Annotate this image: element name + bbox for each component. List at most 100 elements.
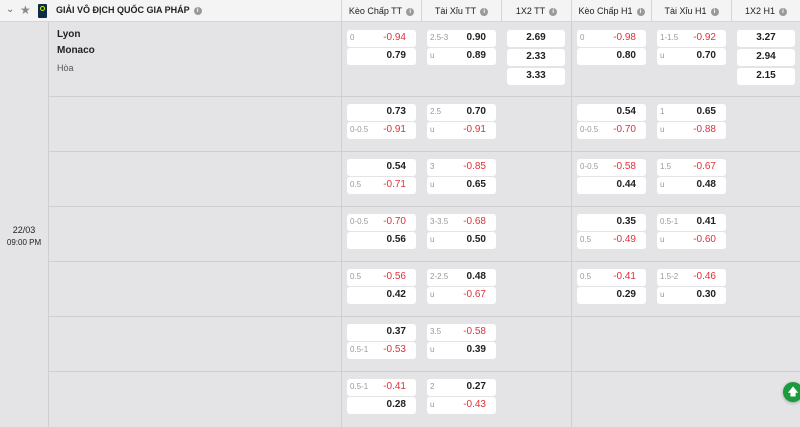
odds-value: 0.41 xyxy=(696,216,716,227)
handicap-label: u xyxy=(430,125,435,134)
info-icon[interactable]: i xyxy=(480,7,489,16)
info-icon[interactable]: i xyxy=(779,7,788,16)
handicap-label: 0.5 xyxy=(580,235,592,244)
odds-cell-tx-h1[interactable]: 1.5-2 -0.46 xyxy=(657,269,726,286)
info-icon[interactable]: i xyxy=(193,6,202,15)
divider xyxy=(48,22,49,427)
odds-cell-kc-tt[interactable]: 0.5 -0.56 xyxy=(347,269,416,286)
handicap-label: 0-0.5 xyxy=(350,217,369,226)
odds-cell-tx-tt[interactable]: 2 0.27 xyxy=(427,379,496,396)
odds-cell-tx-h1[interactable]: 0.5-1 0.41 xyxy=(657,214,726,231)
info-icon[interactable]: i xyxy=(549,7,558,16)
info-icon[interactable]: i xyxy=(636,7,645,16)
odds-cell-tx-h1[interactable]: u -0.88 xyxy=(657,122,726,139)
odds-cell-tx-tt[interactable]: 2.5 0.70 xyxy=(427,104,496,121)
handicap-label: 0.5-1 xyxy=(660,217,679,226)
odds-cell-tx-h1[interactable]: 1-1.5 -0.92 xyxy=(657,30,726,47)
odds-value: -0.98 xyxy=(613,32,636,43)
odds-cell-tx-h1[interactable]: u 0.30 xyxy=(657,287,726,304)
match-date: 22/03 xyxy=(12,225,36,235)
odds-cell-x12-h1[interactable]: 2.15 xyxy=(737,68,795,85)
odds-cell-x12-tt[interactable]: 3.33 xyxy=(507,68,565,85)
odds-cell-kc-tt[interactable]: 0.73 xyxy=(347,104,416,121)
odds-cell-tx-tt[interactable]: 3 -0.85 xyxy=(427,159,496,176)
odds-cell-tx-tt[interactable]: u -0.91 xyxy=(427,122,496,139)
league-name[interactable]: GIẢI VÔ ĐỊCH QUỐC GIA PHÁP i xyxy=(56,5,202,15)
odds-cell-kc-tt[interactable]: 0.5-1 -0.53 xyxy=(347,342,416,359)
odds-value: 0.29 xyxy=(616,289,636,300)
info-icon[interactable]: i xyxy=(710,7,719,16)
odds-value: 2.33 xyxy=(526,51,546,62)
odds-value: 2.94 xyxy=(756,51,776,62)
odds-value: 0.54 xyxy=(386,161,406,172)
info-icon[interactable]: i xyxy=(406,7,415,16)
odds-cell-tx-h1[interactable]: 1 0.65 xyxy=(657,104,726,121)
odds-cell-kc-h1[interactable]: 0-0.5 -0.70 xyxy=(577,122,646,139)
odds-cell-tx-tt[interactable]: u -0.43 xyxy=(427,397,496,414)
odds-cell-kc-tt[interactable]: 0-0.5 -0.91 xyxy=(347,122,416,139)
odds-cell-kc-h1[interactable]: 0 -0.98 xyxy=(577,30,646,47)
odds-cell-tx-h1[interactable]: u 0.70 xyxy=(657,48,726,65)
row-divider xyxy=(48,371,800,372)
odds-cell-kc-tt[interactable]: 0.54 xyxy=(347,159,416,176)
odds-cell-tx-h1[interactable]: 1.5 -0.67 xyxy=(657,159,726,176)
odds-cell-x12-tt[interactable]: 2.69 xyxy=(507,30,565,47)
odds-cell-x12-h1[interactable]: 3.27 xyxy=(737,30,795,47)
odds-cell-kc-tt[interactable]: 0.42 xyxy=(347,287,416,304)
odds-cell-tx-tt[interactable]: 3-3.5 -0.68 xyxy=(427,214,496,231)
away-team[interactable]: Monaco xyxy=(57,45,95,56)
odds-cell-kc-tt[interactable]: 0.79 xyxy=(347,48,416,65)
odds-cell-tx-tt[interactable]: u 0.65 xyxy=(427,177,496,194)
handicap-label: 0.5-1 xyxy=(350,382,369,391)
odds-value: 0.37 xyxy=(386,326,406,337)
odds-cell-kc-tt[interactable]: 0.5-1 -0.41 xyxy=(347,379,416,396)
odds-cell-kc-tt[interactable]: 0 -0.94 xyxy=(347,30,416,47)
odds-cell-kc-h1[interactable]: 0.29 xyxy=(577,287,646,304)
odds-cell-kc-tt[interactable]: 0.5 -0.71 xyxy=(347,177,416,194)
handicap-label: 2 xyxy=(430,382,435,391)
odds-value: 0.70 xyxy=(696,50,716,61)
handicap-label: u xyxy=(430,235,435,244)
handicap-label: 0.5-1 xyxy=(350,345,369,354)
odds-cell-tx-tt[interactable]: u 0.89 xyxy=(427,48,496,65)
odds-cell-kc-h1[interactable]: 0.54 xyxy=(577,104,646,121)
handicap-label: u xyxy=(430,180,435,189)
handicap-label: 0-0.5 xyxy=(580,162,599,171)
row-divider xyxy=(48,206,800,207)
odds-value: 0.35 xyxy=(616,216,636,227)
odds-cell-tx-tt[interactable]: u 0.50 xyxy=(427,232,496,249)
odds-cell-kc-h1[interactable]: 0.35 xyxy=(577,214,646,231)
handicap-label: 0 xyxy=(350,33,355,42)
odds-cell-kc-tt[interactable]: 0-0.5 -0.70 xyxy=(347,214,416,231)
odds-cell-kc-tt[interactable]: 0.28 xyxy=(347,397,416,414)
odds-cell-kc-tt[interactable]: 0.56 xyxy=(347,232,416,249)
odds-cell-kc-h1[interactable]: 0.80 xyxy=(577,48,646,65)
odds-cell-tx-tt[interactable]: 2.5-3 0.90 xyxy=(427,30,496,47)
odds-value: 2.69 xyxy=(526,32,546,43)
chevron-down-icon[interactable]: ⌄ xyxy=(6,4,15,15)
odds-value: -0.71 xyxy=(383,179,406,190)
odds-value: -0.41 xyxy=(383,381,406,392)
scroll-to-top-button[interactable]: 🡅 xyxy=(783,382,800,402)
divider xyxy=(571,22,572,427)
odds-cell-kc-tt[interactable]: 0.37 xyxy=(347,324,416,341)
odds-cell-kc-h1[interactable]: 0-0.5 -0.58 xyxy=(577,159,646,176)
odds-cell-tx-tt[interactable]: 3.5 -0.58 xyxy=(427,324,496,341)
home-team[interactable]: Lyon xyxy=(57,29,81,40)
odds-cell-tx-tt[interactable]: u -0.67 xyxy=(427,287,496,304)
odds-cell-tx-h1[interactable]: u -0.60 xyxy=(657,232,726,249)
handicap-label: 1.5-2 xyxy=(660,272,679,281)
star-icon[interactable]: ★ xyxy=(20,3,31,17)
handicap-label: 3.5 xyxy=(430,327,442,336)
odds-cell-kc-h1[interactable]: 0.5 -0.41 xyxy=(577,269,646,286)
odds-cell-kc-h1[interactable]: 0.5 -0.49 xyxy=(577,232,646,249)
odds-value: 0.27 xyxy=(466,381,486,392)
odds-cell-x12-tt[interactable]: 2.33 xyxy=(507,49,565,66)
odds-cell-x12-h1[interactable]: 2.94 xyxy=(737,49,795,66)
odds-value: -0.43 xyxy=(463,399,486,410)
odds-value: 0.65 xyxy=(466,179,486,190)
odds-cell-kc-h1[interactable]: 0.44 xyxy=(577,177,646,194)
odds-cell-tx-tt[interactable]: u 0.39 xyxy=(427,342,496,359)
odds-cell-tx-h1[interactable]: u 0.48 xyxy=(657,177,726,194)
odds-cell-tx-tt[interactable]: 2-2.5 0.48 xyxy=(427,269,496,286)
